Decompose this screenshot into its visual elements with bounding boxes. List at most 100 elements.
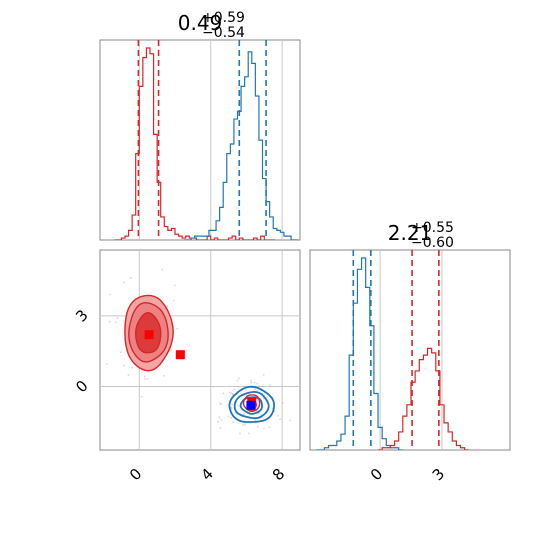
panel-2d-markers	[144, 330, 257, 410]
marker-square	[144, 330, 154, 340]
sample-point	[109, 293, 111, 296]
sample-point	[244, 423, 246, 426]
sample-point	[219, 402, 221, 405]
sample-point	[146, 377, 149, 380]
sample-point	[231, 403, 234, 406]
panel-right-grid	[379, 250, 443, 450]
sample-point	[262, 373, 265, 376]
marker-square	[175, 350, 185, 360]
sample-point	[143, 375, 146, 378]
hist-series-red	[114, 47, 275, 240]
sample-point	[250, 379, 252, 382]
sample-point	[172, 299, 175, 302]
sample-point	[247, 432, 250, 435]
panel-2d-contour	[99, 249, 301, 451]
sample-point	[238, 377, 240, 380]
panel-top-hist: 0.49 +0.59 −0.54	[99, 10, 301, 241]
red-small-contour	[242, 394, 261, 412]
sample-point	[129, 277, 132, 279]
panel-right-title-sup: +0.55	[411, 220, 454, 236]
sample-point	[237, 385, 240, 388]
sample-point	[266, 396, 269, 399]
x-tick-label: 8	[269, 465, 288, 484]
sample-point	[244, 389, 247, 392]
sample-point	[127, 374, 130, 376]
panel-right-title-sub: −0.60	[411, 235, 454, 251]
sample-point	[108, 320, 111, 323]
blue-contour-level	[239, 396, 264, 415]
sample-point	[271, 407, 274, 410]
sample-point	[123, 281, 126, 284]
sample-point	[253, 381, 256, 384]
sample-point	[254, 419, 257, 422]
marker-square	[246, 400, 256, 410]
sample-point	[212, 385, 214, 388]
sample-point	[232, 421, 235, 424]
sample-point	[161, 268, 164, 271]
sample-point	[263, 427, 265, 430]
right-x-tick-label: 0	[367, 465, 386, 484]
panel-right-series	[316, 250, 469, 450]
sample-point	[163, 374, 165, 377]
panel-right-title: 2.21	[388, 221, 433, 245]
sample-point	[176, 327, 179, 330]
sample-point	[237, 404, 239, 407]
sample-point	[144, 378, 146, 380]
sample-point	[253, 388, 256, 391]
sample-point	[105, 363, 108, 365]
sample-point	[220, 419, 223, 421]
sample-point	[114, 321, 117, 324]
x-tick-label: 4	[197, 465, 216, 484]
sample-point	[170, 348, 172, 351]
sample-point	[250, 381, 253, 384]
sample-point	[166, 305, 169, 308]
sample-point	[131, 366, 133, 369]
panel-top-title-main: 0.49	[178, 11, 223, 35]
sample-point	[257, 412, 260, 415]
blue-contour-level	[233, 390, 270, 420]
sample-point	[119, 351, 122, 354]
sample-point	[279, 418, 282, 421]
sample-point	[256, 382, 259, 385]
panel-top-title: 0.49	[178, 11, 223, 35]
sample-point	[230, 416, 232, 419]
sample-point	[217, 420, 219, 423]
sample-point	[258, 384, 260, 387]
sample-point	[256, 425, 259, 428]
right-x-tick-label: 3	[429, 465, 448, 484]
sample-point	[230, 392, 233, 395]
panel-right-title-main: 2.21	[388, 221, 433, 245]
blue-contour-level	[228, 385, 276, 423]
sample-point	[231, 393, 234, 395]
sample-point	[269, 383, 271, 386]
panel-top-title-sub: −0.54	[202, 25, 245, 41]
sample-point	[245, 394, 248, 397]
sample-point	[281, 402, 284, 404]
panel-top-title-sup: +0.59	[202, 10, 245, 26]
sample-point	[228, 391, 231, 394]
sample-point	[236, 379, 239, 382]
sample-point	[116, 317, 119, 320]
hist-series-blue	[316, 257, 403, 450]
y-tick-label: 0	[72, 377, 91, 396]
sample-point	[222, 392, 225, 395]
sample-point	[241, 424, 244, 427]
panel-right-frame	[309, 249, 511, 451]
sample-point	[268, 426, 271, 429]
panel-top-series	[114, 40, 299, 240]
x-tick-label: 0	[126, 465, 145, 484]
sample-point	[219, 427, 222, 429]
sample-point	[239, 432, 241, 435]
hist-series-blue	[183, 51, 299, 240]
hist-series-red	[378, 347, 469, 450]
y-tick-label: 3	[72, 306, 91, 325]
sample-point	[256, 389, 259, 392]
sample-point	[218, 416, 221, 419]
sample-point	[173, 284, 176, 287]
panel-right-hist: 2.21 +0.55 −0.60	[309, 220, 511, 451]
sample-point	[227, 415, 230, 418]
sample-point	[289, 419, 292, 422]
sample-point	[230, 406, 233, 409]
sample-point	[233, 388, 236, 391]
